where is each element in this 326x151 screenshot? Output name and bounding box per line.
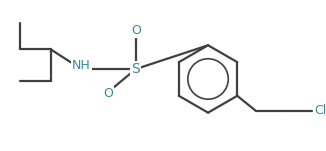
Text: O: O bbox=[103, 87, 113, 100]
Text: NH: NH bbox=[72, 59, 91, 72]
Text: S: S bbox=[131, 62, 140, 76]
Text: O: O bbox=[131, 24, 141, 37]
Text: Cl: Cl bbox=[314, 104, 326, 117]
